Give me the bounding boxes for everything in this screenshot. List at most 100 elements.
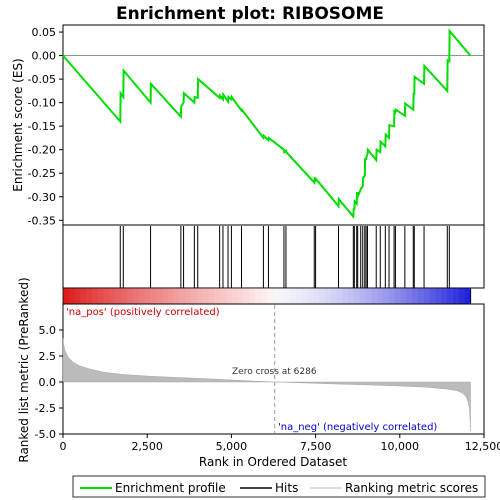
es-y-tick-label: -0.20: [28, 144, 56, 157]
rank-color-cell: [365, 288, 373, 304]
rank-color-cell: [295, 288, 303, 304]
es-panel-frame: [62, 24, 485, 226]
rank-color-cell: [68, 288, 76, 304]
rank-color-cell: [121, 288, 128, 304]
es-y-tick-label: -0.10: [28, 97, 56, 110]
x-axis: 0 2,500 5,000 7,500 10,000 12,500: [60, 434, 500, 453]
rank-color-cell: [400, 288, 408, 304]
rank-color-cell: [260, 288, 268, 304]
rank-color-cell: [202, 288, 210, 304]
rank-color-cell: [156, 288, 163, 304]
metric-y-tick-label: -5.0: [35, 428, 56, 441]
rank-color-cell: [429, 288, 437, 304]
zero-cross-label: Zero cross at 6286: [232, 367, 317, 377]
metric-y-tick-label: 0.0: [39, 376, 57, 389]
legend-frame: [72, 475, 486, 498]
es-y-axis: 0.05 0.00 -0.05 -0.10 -0.15 -0.20 -0.25 -0.30 -0…: [28, 26, 63, 227]
pos-correlated-label: 'na_pos' (positively correlated): [66, 307, 220, 318]
rank-color-cell: [359, 288, 367, 304]
rank-color-cell: [377, 288, 384, 304]
rank-color-cell: [237, 288, 245, 304]
rank-color-cell: [208, 288, 215, 304]
rank-color-cell: [191, 288, 198, 304]
es-y-tick-label: 0.00: [32, 50, 57, 63]
rank-color-cell: [231, 288, 239, 304]
legend-metric-label: Ranking metric scores: [345, 481, 478, 495]
enrichment-profile-line: [62, 28, 472, 220]
rank-color-cell: [243, 288, 250, 304]
rank-color-cell: [371, 288, 378, 304]
rank-color-cell: [167, 288, 175, 304]
es-y-tick-label: -0.05: [28, 73, 56, 86]
rank-color-cell: [97, 288, 105, 304]
neg-correlated-label: 'na_neg' (negatively correlated): [278, 422, 437, 433]
es-y-tick-label: -0.15: [28, 120, 56, 133]
rank-color-cell: [144, 288, 151, 304]
rank-color-cell: [220, 288, 227, 304]
chart-title: Enrichment plot: RIBOSOME: [116, 4, 384, 24]
rank-color-cell: [74, 288, 82, 304]
x-axis-label: Rank in Ordered Dataset: [199, 455, 347, 469]
x-tick-label: 5,000: [216, 440, 248, 453]
rank-color-cell: [80, 288, 87, 304]
rank-color-cell: [389, 288, 396, 304]
rank-color-cell: [435, 288, 443, 304]
es-y-tick-label: -0.35: [28, 214, 56, 227]
rank-color-cell: [196, 288, 204, 304]
rank-color-cell: [150, 288, 157, 304]
metric-y-tick-label: 5.0: [39, 324, 57, 337]
rank-color-cell: [324, 288, 332, 304]
rank-color-cell: [103, 288, 111, 304]
rank-color-cell: [458, 288, 466, 304]
rank-color-cell: [290, 288, 297, 304]
rank-color-cell: [342, 288, 349, 304]
rank-color-cell: [383, 288, 390, 304]
rank-color-cell: [161, 288, 169, 304]
es-y-tick-label: -0.25: [28, 167, 56, 180]
metric-panel-frame: [62, 303, 485, 435]
ranked-metric-panel: 5.0 2.5 0.0 -2.5 -5.0 'na_pos' (positively c…: [17, 277, 485, 463]
hit-markers: [119, 226, 450, 288]
rank-color-cell: [453, 288, 460, 304]
rank-color-cell: [249, 288, 256, 304]
rank-color-cell: [226, 288, 233, 304]
metric-y-axis: 5.0 2.5 0.0 -2.5 -5.0: [35, 324, 63, 441]
rank-color-cell: [138, 288, 146, 304]
x-tick-label: 2,500: [131, 440, 163, 453]
rank-color-cell: [284, 288, 291, 304]
rank-color-cell: [418, 288, 425, 304]
rank-color-cell: [255, 288, 262, 304]
rank-color-cell: [447, 288, 454, 304]
rank-color-cell: [92, 288, 99, 304]
rank-color-cell: [354, 288, 361, 304]
hits-panel: [62, 224, 485, 289]
rank-color-cell: [441, 288, 448, 304]
rank-color-cell: [394, 288, 402, 304]
rank-color-cell: [127, 288, 134, 304]
es-y-axis-label: Enrichment score (ES): [11, 58, 25, 191]
rank-color-bar: [62, 287, 472, 305]
rank-color-cell: [348, 288, 355, 304]
rank-color-cell: [86, 288, 93, 304]
rank-color-cell: [301, 288, 309, 304]
rank-color-cell: [115, 288, 122, 304]
metric-y-tick-label: 2.5: [39, 350, 57, 363]
es-y-tick-label: 0.05: [32, 26, 57, 39]
es-y-tick-label: -0.30: [28, 191, 56, 204]
rank-color-cell: [272, 288, 280, 304]
rank-color-cell: [464, 288, 472, 304]
es-panel: 0.05 0.00 -0.05 -0.10 -0.15 -0.20 -0.25 -0.30 -0…: [11, 24, 485, 227]
rank-color-cell: [278, 288, 285, 304]
rank-color-cell: [185, 288, 192, 304]
rank-color-cell: [307, 288, 314, 304]
hits-panel-frame: [62, 224, 485, 289]
rank-color-cell: [313, 288, 320, 304]
rank-color-cell: [109, 288, 116, 304]
x-tick-label: 10,000: [381, 440, 420, 453]
rank-color-cell: [423, 288, 431, 304]
rank-color-cell: [406, 288, 413, 304]
legend-hits-label: Hits: [275, 481, 298, 495]
x-tick-label: 12,500: [465, 440, 500, 453]
legend-enrichment-label: Enrichment profile: [115, 481, 226, 495]
